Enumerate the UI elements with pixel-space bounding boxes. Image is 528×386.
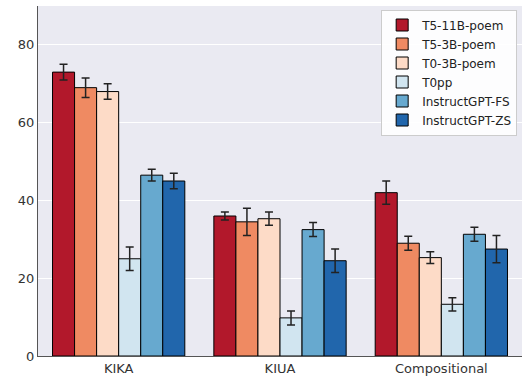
svg-text:Compositional: Compositional: [395, 361, 488, 376]
svg-text:60: 60: [18, 115, 35, 130]
svg-text:20: 20: [18, 271, 35, 286]
svg-text:InstructGPT-FS: InstructGPT-FS: [422, 95, 509, 109]
svg-text:T0pp: T0pp: [421, 76, 452, 90]
svg-text:0: 0: [26, 349, 34, 364]
svg-text:InstructGPT-ZS: InstructGPT-ZS: [422, 114, 511, 128]
svg-text:T5-3B-poem: T5-3B-poem: [421, 38, 496, 52]
svg-text:KIKA: KIKA: [104, 361, 134, 376]
svg-text:80: 80: [18, 37, 35, 52]
svg-text:T0-3B-poem: T0-3B-poem: [421, 57, 496, 71]
svg-text:T5-11B-poem: T5-11B-poem: [421, 19, 503, 33]
svg-text:40: 40: [18, 193, 35, 208]
svg-text:KIUA: KIUA: [265, 361, 296, 376]
